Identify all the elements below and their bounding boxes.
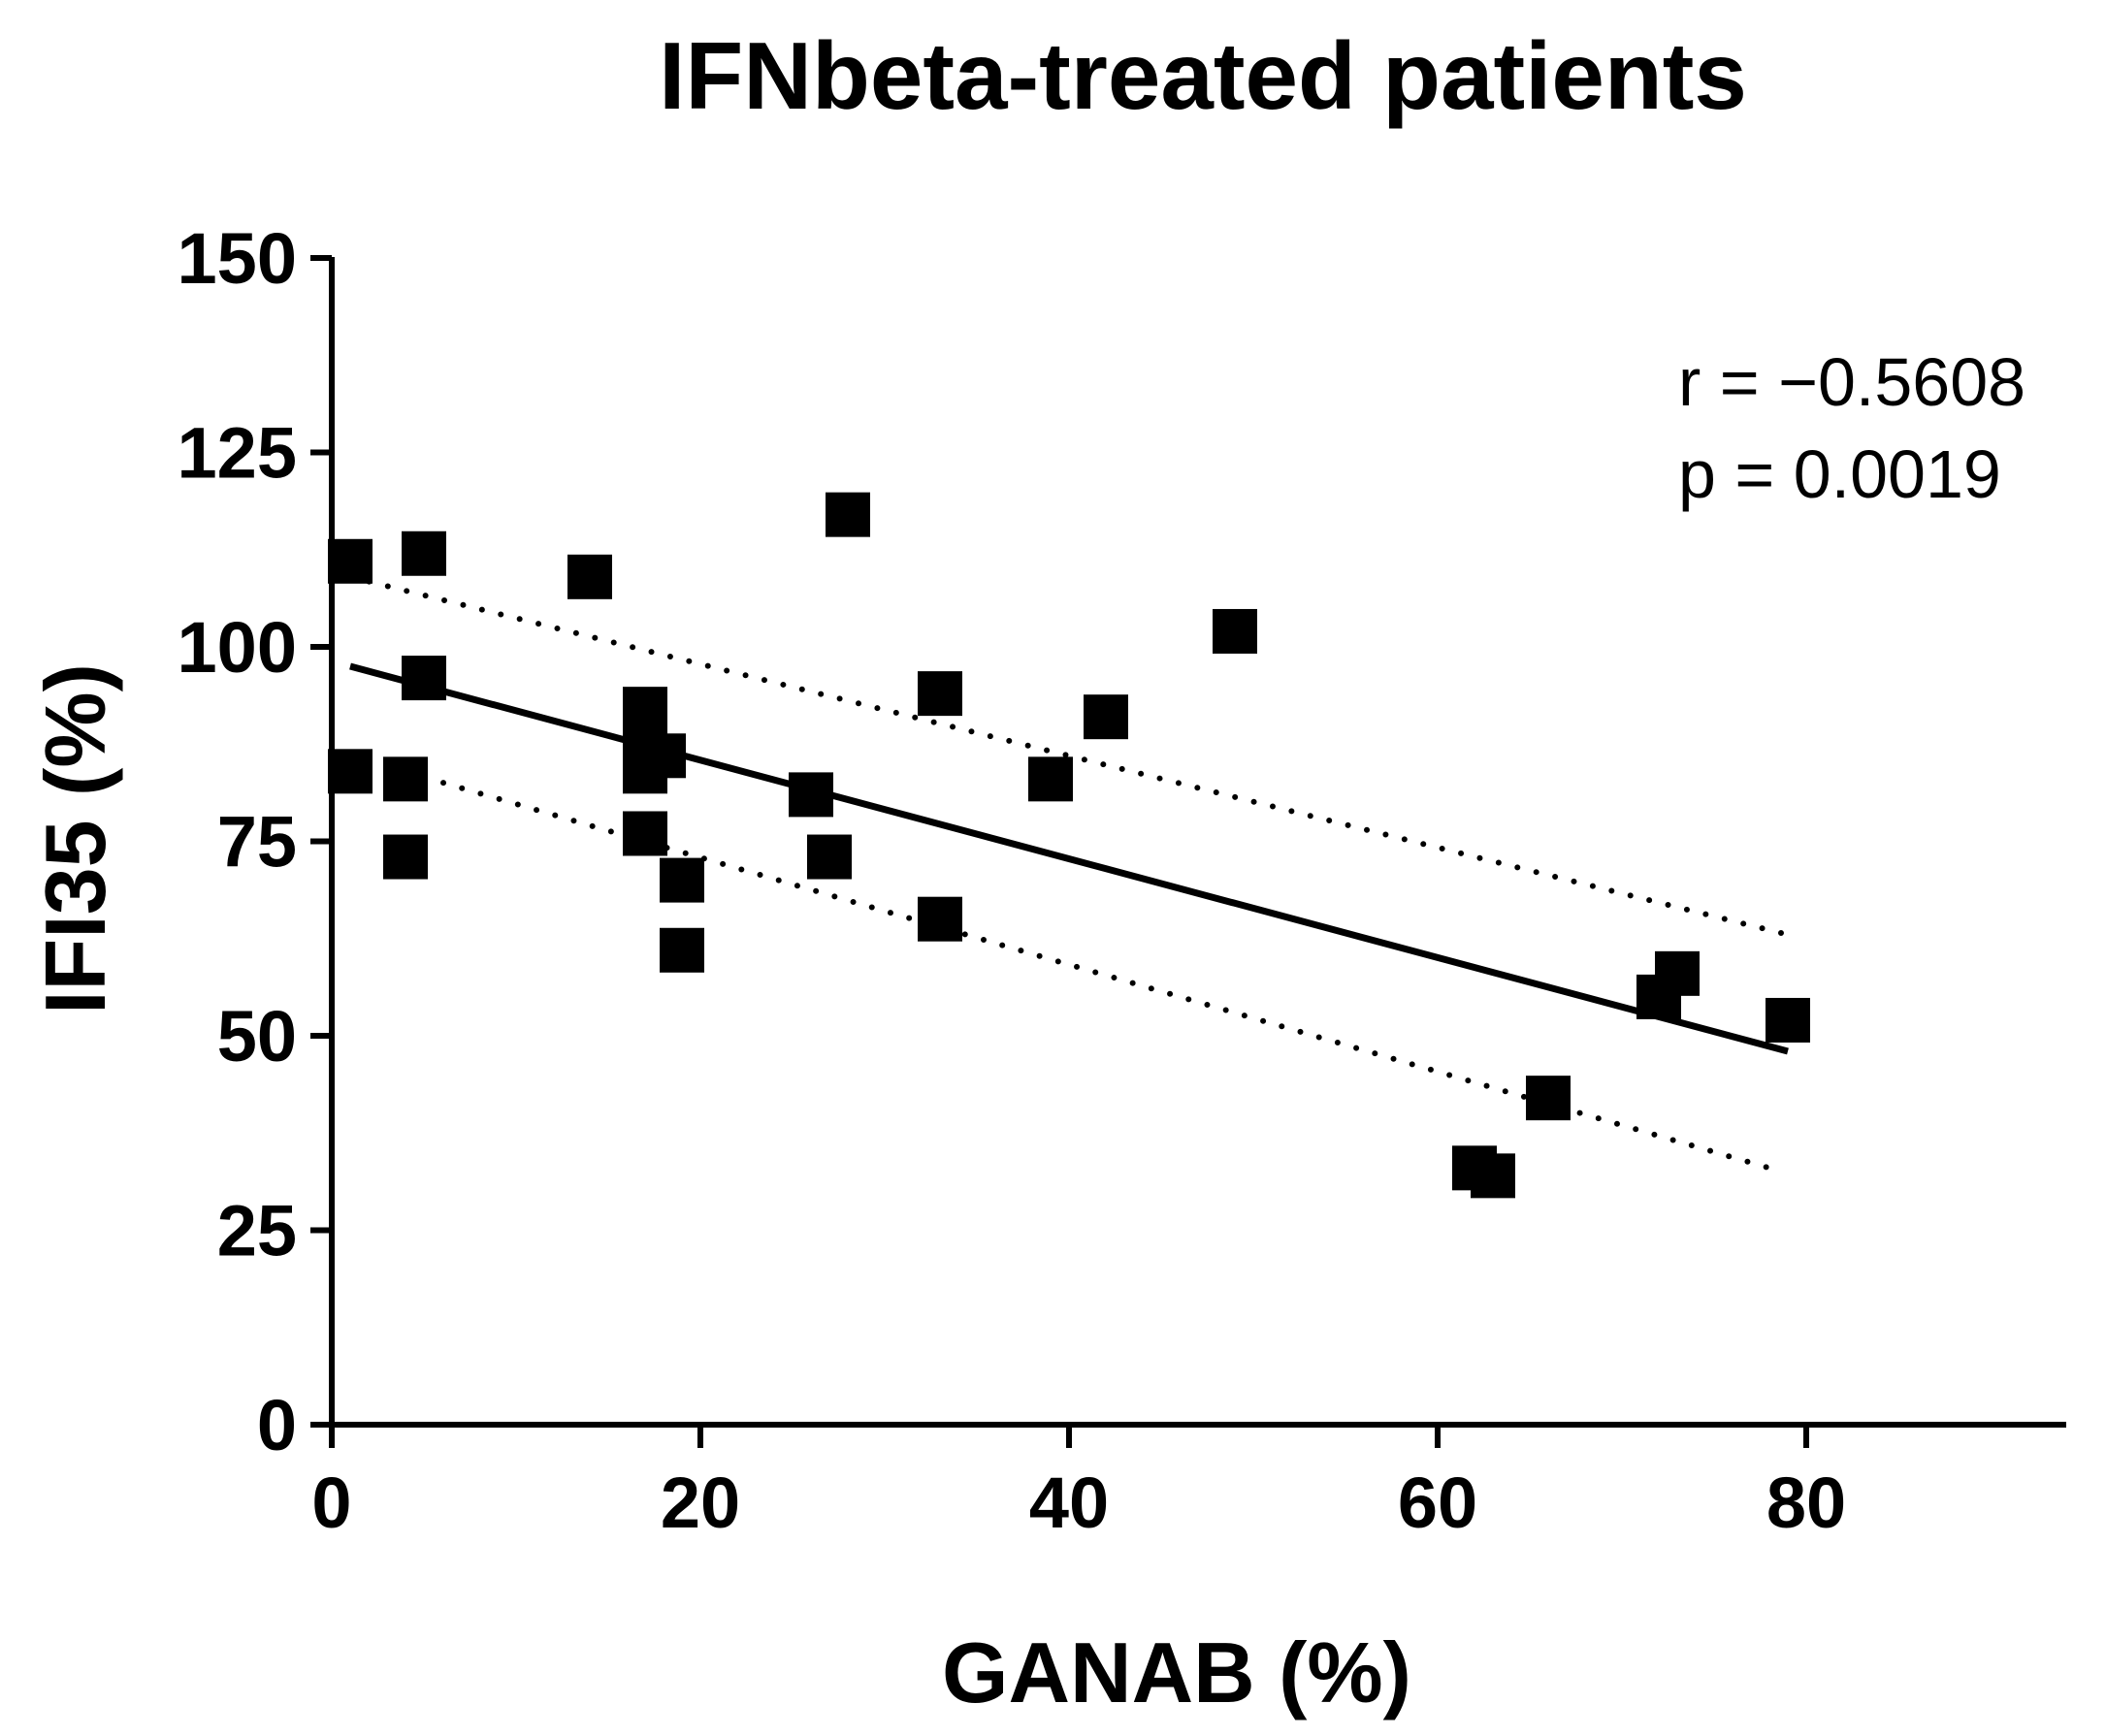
data-point — [623, 811, 667, 856]
data-point — [1526, 1076, 1571, 1121]
y-tick-label: 125 — [178, 413, 297, 494]
x-tick-label: 20 — [661, 1463, 740, 1543]
y-tick-label: 75 — [217, 802, 297, 883]
data-point — [328, 749, 373, 794]
data-point — [383, 756, 428, 802]
data-point — [1084, 694, 1128, 740]
p-value-annotation: p = 0.0019 — [1678, 436, 2001, 512]
data-point — [567, 554, 612, 599]
x-ticks: 0 20 40 60 80 — [311, 1425, 1846, 1543]
x-axis-label: GANAB (%) — [942, 1624, 1411, 1720]
x-tick-label: 40 — [1029, 1463, 1109, 1543]
axes — [329, 257, 2066, 1428]
data-point — [402, 656, 446, 701]
y-tick-label: 0 — [257, 1385, 297, 1465]
regression-line — [349, 662, 1789, 1055]
data-point — [1471, 1153, 1515, 1199]
data-point — [918, 671, 962, 717]
confidence-band-upper — [347, 573, 1791, 938]
confidence-band — [347, 573, 1791, 1172]
data-point — [807, 834, 852, 880]
chart-title: IFNbeta-treated patients — [659, 22, 1747, 129]
y-axis-label: IFI35 (%) — [27, 663, 123, 1014]
y-tick-label: 150 — [178, 218, 297, 299]
x-tick-label: 0 — [311, 1463, 351, 1543]
data-point — [1636, 974, 1681, 1019]
confidence-band-lower — [347, 753, 1772, 1172]
data-point — [826, 492, 870, 537]
data-point — [660, 927, 704, 973]
data-point — [383, 834, 428, 880]
data-point — [623, 749, 667, 794]
data-point — [918, 896, 962, 942]
y-tick-label: 100 — [178, 607, 297, 688]
data-point — [660, 857, 704, 903]
x-tick-label: 80 — [1766, 1463, 1846, 1543]
regression-line-group — [349, 662, 1789, 1055]
x-tick-label: 60 — [1398, 1463, 1477, 1543]
y-ticks: 0 25 50 75 100 125 150 — [178, 218, 332, 1465]
data-point — [1028, 756, 1073, 802]
data-point — [1766, 997, 1810, 1043]
data-point — [1213, 608, 1257, 654]
correlation-r-annotation: r = −0.5608 — [1678, 344, 2025, 420]
data-point — [789, 772, 833, 818]
data-points — [328, 492, 1810, 1199]
data-point — [402, 530, 446, 576]
data-point — [328, 538, 373, 584]
y-tick-label: 50 — [217, 996, 297, 1077]
y-tick-label: 25 — [217, 1191, 297, 1271]
